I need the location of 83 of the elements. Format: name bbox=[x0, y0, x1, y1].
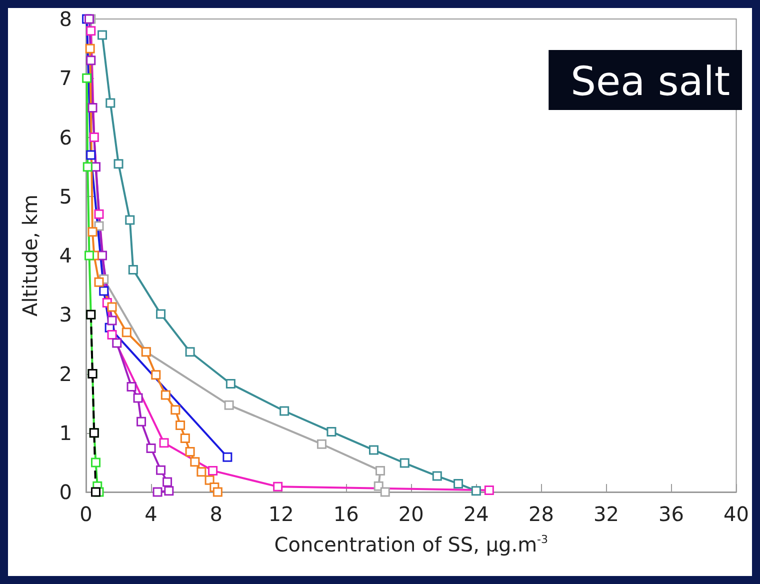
x-tick-label: 4 bbox=[144, 502, 158, 526]
point bbox=[185, 347, 195, 357]
x-tick-label: 28 bbox=[528, 502, 554, 526]
point bbox=[162, 477, 172, 487]
point bbox=[400, 458, 410, 468]
point bbox=[316, 439, 326, 449]
point bbox=[159, 438, 169, 448]
point bbox=[212, 487, 222, 497]
point bbox=[326, 426, 336, 436]
point bbox=[156, 465, 166, 475]
point bbox=[86, 150, 96, 160]
point bbox=[208, 466, 218, 476]
point bbox=[368, 445, 378, 455]
point bbox=[224, 400, 234, 410]
y-tick-label: 8 bbox=[59, 7, 72, 31]
point bbox=[122, 328, 132, 338]
x-tick-label: 20 bbox=[398, 502, 424, 526]
y-axis-title: Altitude, km bbox=[18, 194, 42, 316]
annotation: Sea salt bbox=[570, 59, 730, 105]
point bbox=[91, 458, 101, 468]
point bbox=[82, 73, 92, 83]
y-tick-label: 4 bbox=[59, 244, 72, 268]
point bbox=[226, 379, 236, 389]
point bbox=[107, 302, 117, 312]
point bbox=[376, 466, 385, 476]
point bbox=[88, 227, 98, 237]
point bbox=[196, 467, 206, 477]
point bbox=[85, 44, 95, 54]
x-tick-label: 32 bbox=[593, 502, 619, 526]
point bbox=[484, 485, 494, 495]
x-tick-label: 24 bbox=[463, 502, 489, 526]
point bbox=[91, 487, 101, 497]
x-tick-label: 16 bbox=[333, 502, 359, 526]
y-tick-label: 1 bbox=[59, 420, 72, 445]
point bbox=[107, 316, 117, 326]
point bbox=[125, 215, 135, 225]
point bbox=[98, 30, 108, 40]
point bbox=[84, 250, 94, 260]
point bbox=[112, 338, 122, 348]
y-tick-label: 6 bbox=[59, 125, 72, 150]
point bbox=[273, 482, 283, 492]
y-tick-label: 0 bbox=[59, 480, 72, 504]
point bbox=[86, 26, 96, 36]
y-tick-label: 3 bbox=[59, 302, 72, 327]
x-tick-label: 0 bbox=[80, 502, 92, 526]
point bbox=[106, 98, 116, 108]
point bbox=[86, 56, 96, 66]
y-tick-label: 5 bbox=[59, 184, 72, 208]
point bbox=[454, 478, 464, 488]
point bbox=[94, 277, 104, 287]
y-tick-label: 7 bbox=[59, 66, 72, 90]
point bbox=[82, 162, 92, 172]
point bbox=[94, 209, 104, 219]
point bbox=[152, 487, 162, 497]
point bbox=[107, 330, 117, 340]
point bbox=[190, 457, 200, 467]
point bbox=[136, 416, 146, 426]
y-tick-label: 2 bbox=[59, 362, 72, 386]
point bbox=[160, 390, 170, 400]
point bbox=[99, 286, 109, 296]
point bbox=[185, 447, 195, 457]
point bbox=[471, 486, 481, 496]
x-tick-label: 36 bbox=[658, 502, 684, 526]
point bbox=[222, 452, 232, 462]
point bbox=[180, 433, 190, 443]
x-tick-label: 8 bbox=[210, 502, 222, 526]
point bbox=[156, 309, 166, 319]
point bbox=[146, 443, 156, 453]
point bbox=[133, 393, 143, 403]
point bbox=[170, 405, 180, 415]
point bbox=[280, 406, 290, 416]
x-tick-label: 40 bbox=[724, 502, 749, 526]
point bbox=[126, 382, 136, 392]
x-tick-label: 12 bbox=[268, 502, 294, 526]
point bbox=[374, 481, 384, 491]
point bbox=[176, 420, 186, 430]
point bbox=[151, 370, 161, 380]
point bbox=[164, 486, 174, 496]
point bbox=[432, 471, 442, 481]
point bbox=[114, 159, 124, 169]
point bbox=[88, 102, 98, 112]
point bbox=[128, 264, 138, 274]
point bbox=[380, 487, 390, 497]
